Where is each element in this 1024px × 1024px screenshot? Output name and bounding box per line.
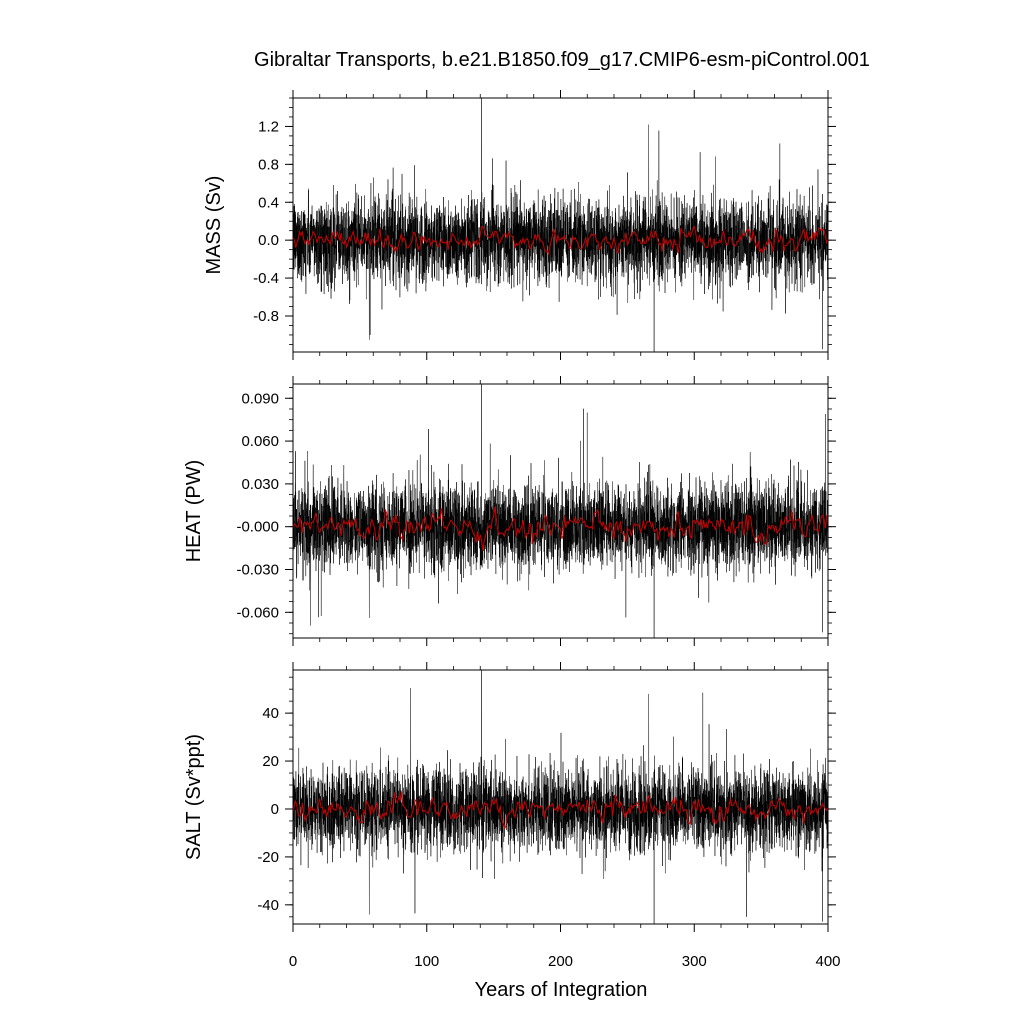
y-tick-label: -0.060 <box>236 604 279 621</box>
smoothed-series-line <box>293 791 828 830</box>
y-tick-label: -0.000 <box>236 519 279 536</box>
y-tick-label: 0.8 <box>258 156 279 173</box>
y-tick-label: 0.090 <box>241 390 279 407</box>
y-tick-label: -0.030 <box>236 562 279 579</box>
chart-title: Gibraltar Transports, b.e21.B1850.f09_g1… <box>254 49 870 71</box>
raw-series-line <box>293 384 828 638</box>
raw-series-line <box>293 98 828 352</box>
x-tick-label: 300 <box>682 953 707 970</box>
y-tick-label: 40 <box>262 705 279 722</box>
y-tick-label: 1.2 <box>258 118 279 135</box>
smoothed-series-line <box>293 225 828 256</box>
y-axis-label: SALT (Sv*ppt) <box>183 734 205 860</box>
smoothed-series-line <box>293 506 828 551</box>
y-axis-label: MASS (Sv) <box>203 176 225 275</box>
y-tick-label: -20 <box>257 849 279 866</box>
y-tick-label: -0.8 <box>253 308 279 325</box>
y-tick-label: 0 <box>271 801 279 818</box>
panel-heat: -0.060 -0.030 -0.000 0.030 0.060 0.090 HEAT (P… <box>183 376 836 646</box>
x-tick-label: 0 <box>289 953 297 970</box>
y-tick-label: -40 <box>257 897 279 914</box>
x-tick-label: 400 <box>815 953 840 970</box>
panel-mass: -0.8 -0.4 0.0 0.4 0.8 1.2 MASS (Sv) <box>203 90 836 360</box>
y-tick-label: 0.4 <box>258 194 279 211</box>
y-tick-label: 0.060 <box>241 433 279 450</box>
y-tick-label: -0.4 <box>253 270 279 287</box>
y-tick-label: 0.030 <box>241 476 279 493</box>
x-tick-label: 100 <box>414 953 439 970</box>
x-axis-label: Years of Integration <box>475 979 648 1001</box>
y-tick-label: 0.0 <box>258 232 279 249</box>
x-tick-label: 200 <box>548 953 573 970</box>
y-axis-label: HEAT (PW) <box>183 460 205 563</box>
raw-series-line <box>293 670 828 924</box>
y-tick-label: 20 <box>262 753 279 770</box>
panel-salt: -40 -20 0 20 40 SALT (Sv*ppt) <box>183 662 836 932</box>
